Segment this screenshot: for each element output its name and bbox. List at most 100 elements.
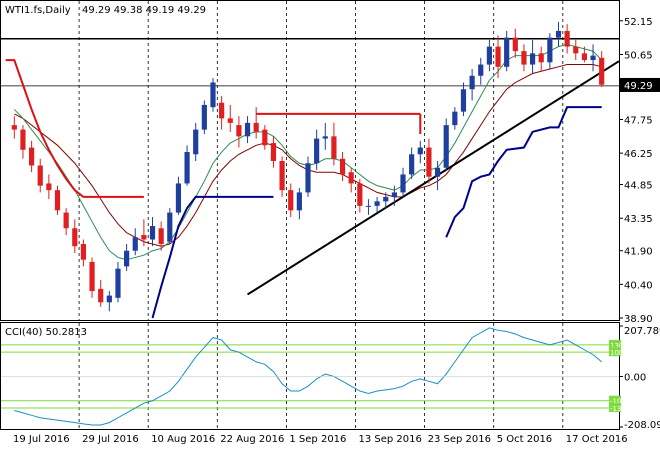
candle-body	[89, 261, 95, 292]
cci-panel-frame	[0, 322, 620, 430]
x-tick-label: 1 Sep 2016	[289, 434, 346, 445]
candle-body	[201, 104, 207, 130]
candle-body	[555, 30, 562, 38]
candle-body	[236, 125, 242, 137]
candle-body	[29, 147, 35, 166]
candle-body	[288, 190, 294, 211]
y-tick-label: 47.75	[624, 116, 653, 127]
stop-line-up	[445, 106, 602, 238]
candle-body	[124, 250, 130, 267]
y-tick-label: 44.85	[624, 181, 653, 192]
y-tick-label: 41.90	[624, 247, 653, 258]
candle-body	[599, 57, 605, 85]
candle-body	[391, 192, 397, 197]
candle-body	[339, 158, 346, 175]
candle-body	[529, 53, 536, 65]
candle-body	[270, 143, 277, 161]
candle-body	[20, 129, 26, 150]
candle-body	[331, 136, 337, 159]
candle-body	[348, 172, 354, 184]
x-tick-label: 29 Jul 2016	[82, 434, 139, 445]
candle-body	[210, 82, 216, 108]
y-tick-label: 40.40	[624, 280, 653, 291]
candle-body	[253, 122, 259, 132]
x-tick-label: 13 Sep 2016	[359, 434, 422, 445]
candle-body	[486, 46, 492, 65]
cci-level-tag	[609, 403, 621, 413]
candle-body	[132, 237, 138, 251]
candle-body	[11, 125, 17, 130]
candle-body	[409, 154, 415, 175]
y-tick-label: 52.15	[624, 17, 653, 28]
ohlc-readout: 49.29 49.38 49.19 49.29	[82, 5, 206, 16]
x-tick-label: 5 Oct 2016	[497, 434, 552, 445]
candle-body	[193, 129, 199, 155]
last-price-label: 49.29	[624, 81, 653, 92]
candle-body	[590, 55, 596, 61]
cci-label: CCI(40) 50.2813	[5, 327, 87, 338]
candle-body	[54, 190, 61, 211]
cci-level-tag	[609, 347, 621, 357]
candle-body	[573, 46, 579, 54]
candle-body	[115, 268, 121, 298]
y-tick-label: 50.65	[624, 50, 653, 61]
candle-body	[581, 53, 587, 61]
candle-body	[460, 89, 467, 112]
cci-level-label: 100	[610, 349, 623, 357]
last-price-tag	[620, 77, 660, 92]
candle-body	[314, 138, 320, 164]
x-tick-label: 17 Oct 2016	[566, 434, 628, 445]
candle-body	[547, 37, 553, 63]
cci-tick-label: -208.09	[624, 420, 660, 431]
candle-body	[322, 136, 328, 139]
cci-tick-label: 207.7892	[624, 326, 660, 337]
main-panel-frame	[0, 0, 620, 321]
candle-body	[357, 183, 363, 206]
candle-body	[452, 111, 458, 126]
cci-level-label: 130	[610, 342, 623, 350]
candle-body	[417, 147, 423, 155]
x-tick-label: 22 Aug 2016	[220, 434, 284, 445]
candle-body	[149, 226, 156, 240]
candle-body	[434, 167, 441, 177]
candle-body	[521, 51, 527, 65]
candle-body	[365, 205, 372, 207]
candle-body	[383, 196, 389, 202]
candle-body	[80, 243, 87, 260]
y-tick-label: 38.90	[624, 314, 653, 325]
candle-body	[37, 165, 43, 186]
stop-line-up	[151, 195, 274, 319]
candle-body	[141, 235, 147, 240]
candle-body	[158, 228, 164, 244]
candle-body	[106, 295, 112, 303]
candle-body	[443, 125, 449, 168]
candle-body	[219, 102, 225, 119]
candle-body	[426, 147, 432, 177]
cci-level-tag	[609, 395, 621, 405]
cci-level-label: -100	[610, 398, 626, 406]
candle-body	[495, 46, 501, 67]
candle-body	[512, 37, 518, 52]
candle-body	[504, 37, 510, 67]
stop-line-down	[5, 59, 144, 198]
y-tick-label: 46.25	[624, 149, 653, 160]
candle-body	[98, 288, 104, 303]
candle-body	[400, 174, 406, 193]
candle-body	[167, 212, 173, 242]
trend-line	[247, 60, 620, 296]
chart-title: WTI1.fs,Daily	[5, 5, 71, 16]
x-tick-label: 10 Aug 2016	[151, 434, 215, 445]
candle-body	[72, 228, 78, 247]
candle-body	[305, 163, 311, 193]
cci-tick-label: 0.00	[624, 372, 646, 383]
candle-body	[478, 64, 484, 76]
candle-body	[538, 53, 544, 63]
candle-body	[469, 75, 475, 90]
candle-body	[46, 183, 52, 191]
candle-body	[175, 183, 182, 213]
cci-line	[14, 327, 603, 426]
candle-body	[279, 161, 285, 191]
y-tick-label: 43.35	[624, 214, 653, 225]
candle-body	[63, 212, 69, 229]
